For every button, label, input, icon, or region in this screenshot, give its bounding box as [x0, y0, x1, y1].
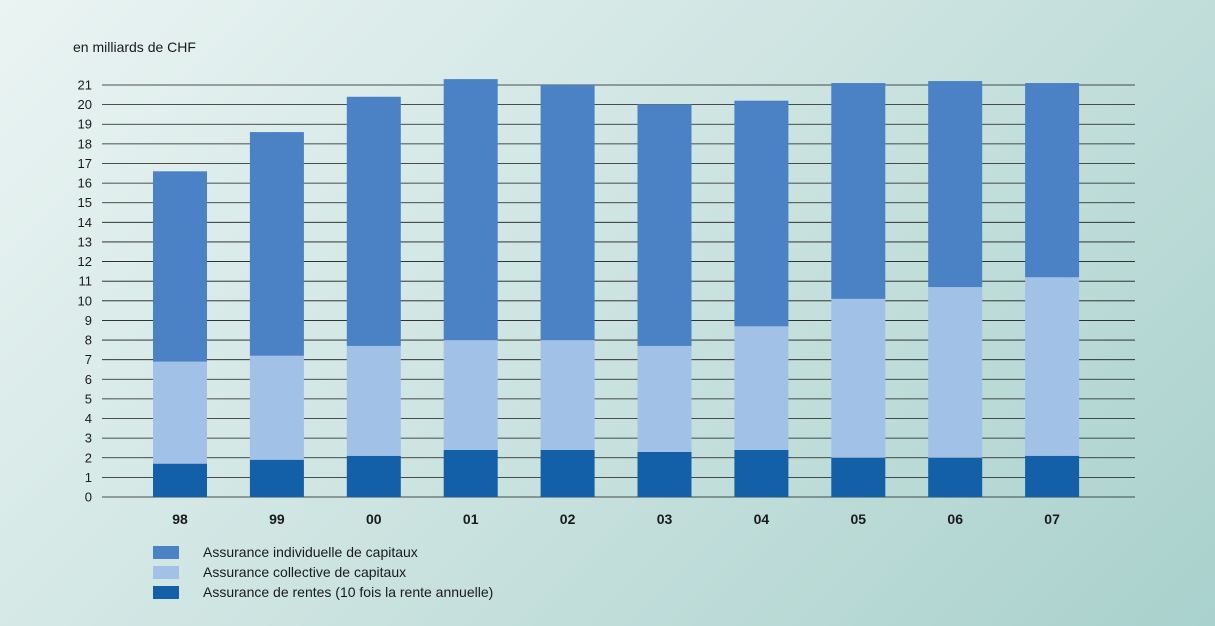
x-category-label-98: 98: [172, 511, 188, 527]
y-tick-label-10: 10: [78, 293, 92, 308]
bar-individuelle-02: [540, 85, 595, 341]
y-tick-label-2: 2: [85, 450, 92, 465]
bar-rentes-03: [637, 451, 692, 497]
bar-individuelle-03: [637, 104, 692, 346]
y-tick-label-12: 12: [78, 254, 92, 269]
y-tick-label-21: 21: [78, 78, 92, 93]
bar-individuelle-05: [831, 83, 886, 299]
bar-individuelle-07: [1025, 83, 1080, 278]
bar-stack-00: [346, 96, 401, 497]
bar-individuelle-00: [346, 96, 401, 346]
legend-swatch-rentes: [153, 585, 179, 599]
bar-individuelle-06: [928, 81, 983, 288]
bar-collective-98: [153, 361, 207, 464]
bars: [153, 79, 1080, 497]
x-category-label-03: 03: [657, 511, 673, 527]
bar-individuelle-01: [443, 79, 498, 341]
bar-rentes-05: [831, 457, 886, 497]
y-axis-unit-label: en milliards de CHF: [73, 39, 196, 55]
bar-stack-99: [249, 132, 304, 497]
bar-collective-06: [928, 287, 983, 458]
legend-item-rentes: Assurance de rentes (10 fois la rente an…: [153, 582, 493, 602]
y-tick-label-4: 4: [85, 411, 92, 426]
bar-collective-05: [831, 298, 886, 458]
legend-label-collective: Assurance collective de capitaux: [203, 564, 407, 580]
y-tick-label-9: 9: [85, 313, 92, 328]
x-axis-categories: 98 99 00 01 02 03 04 05 06 07: [172, 511, 1060, 527]
x-category-label-02: 02: [560, 511, 576, 527]
bar-rentes-02: [540, 449, 595, 497]
bar-stack-03: [637, 104, 692, 497]
y-tick-label-15: 15: [78, 195, 92, 210]
y-tick-label-14: 14: [78, 215, 92, 230]
bar-rentes-06: [928, 457, 983, 497]
legend-item-collective: Assurance collective de capitaux: [153, 562, 493, 582]
y-tick-label-13: 13: [78, 234, 92, 249]
x-category-label-01: 01: [463, 511, 479, 527]
x-category-label-07: 07: [1044, 511, 1060, 527]
bar-collective-07: [1025, 277, 1080, 456]
y-tick-label-19: 19: [78, 117, 92, 132]
x-category-label-05: 05: [851, 511, 867, 527]
bar-stack-07: [1025, 83, 1080, 497]
bar-collective-99: [249, 355, 304, 460]
legend-swatch-collective: [153, 565, 179, 579]
legend: Assurance individuelle de capitaux Assur…: [153, 542, 493, 602]
legend-swatch-individuelle: [153, 545, 179, 559]
bar-individuelle-04: [734, 100, 789, 327]
y-tick-label-5: 5: [85, 391, 92, 406]
bar-stack-06: [928, 81, 983, 497]
bar-collective-00: [346, 345, 401, 456]
bar-rentes-01: [443, 449, 498, 497]
bar-rentes-04: [734, 449, 789, 497]
y-tick-label-20: 20: [78, 97, 92, 112]
bar-collective-02: [540, 340, 595, 450]
x-category-label-00: 00: [366, 511, 382, 527]
y-tick-label-16: 16: [78, 176, 92, 191]
y-tick-label-7: 7: [85, 352, 92, 367]
bar-individuelle-99: [249, 132, 304, 356]
bar-stack-98: [153, 171, 207, 497]
bar-stack-01: [443, 79, 498, 497]
bar-stack-04: [734, 100, 789, 497]
x-category-label-06: 06: [947, 511, 963, 527]
bar-stack-02: [540, 85, 595, 497]
y-tick-label-18: 18: [78, 136, 92, 151]
y-tick-label-3: 3: [85, 431, 92, 446]
bar-individuelle-98: [153, 171, 207, 362]
y-tick-label-11: 11: [79, 274, 93, 289]
x-category-label-04: 04: [754, 511, 770, 527]
bar-collective-01: [443, 340, 498, 450]
y-tick-label-0: 0: [85, 490, 92, 505]
bar-collective-04: [734, 326, 789, 450]
legend-label-individuelle: Assurance individuelle de capitaux: [203, 544, 418, 560]
bar-rentes-00: [346, 455, 401, 497]
bar-rentes-07: [1025, 455, 1080, 497]
bar-rentes-99: [249, 459, 304, 497]
legend-item-individuelle: Assurance individuelle de capitaux: [153, 542, 493, 562]
y-tick-label-1: 1: [85, 470, 92, 485]
bar-rentes-98: [153, 463, 207, 497]
x-category-label-99: 99: [269, 511, 285, 527]
bar-collective-03: [637, 345, 692, 452]
y-tick-label-6: 6: [85, 372, 92, 387]
legend-label-rentes: Assurance de rentes (10 fois la rente an…: [203, 584, 494, 600]
y-tick-label-8: 8: [85, 333, 92, 348]
y-tick-label-17: 17: [78, 156, 92, 171]
bar-stack-05: [831, 83, 886, 497]
